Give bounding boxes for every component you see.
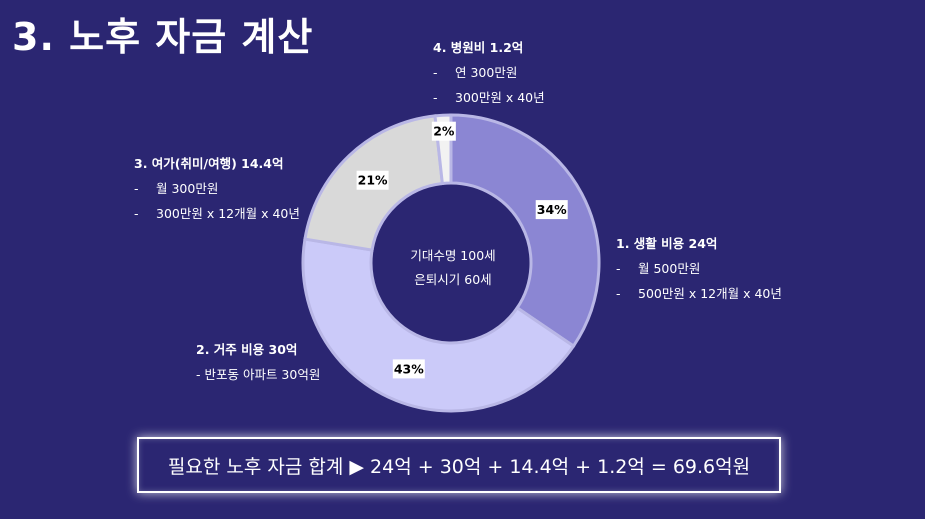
svg-text:21%: 21% xyxy=(358,173,388,188)
svg-text:34%: 34% xyxy=(537,202,567,217)
callout-housing-head: 2. 거주 비용 30억 xyxy=(196,342,298,357)
callout-living-item: -500만원 x 12개월 x 40년 xyxy=(616,286,782,301)
data-label-housing: 43% xyxy=(392,359,425,379)
callout-housing: 2. 거주 비용 30억 - 반포동 아파트 30억원 xyxy=(196,337,320,387)
donut-slice-housing xyxy=(301,237,576,413)
callout-medical-item: -연 300만원 xyxy=(433,65,518,80)
page-title: 3. 노후 자금 계산 xyxy=(12,15,314,59)
callout-living-head: 1. 생활 비용 24억 xyxy=(616,236,718,251)
callout-medical: 4. 병원비 1.2억 -연 300만원 -300만원 x 40년 xyxy=(433,35,545,110)
data-label-medical: 2% xyxy=(431,121,456,141)
callout-living: 1. 생활 비용 24억 -월 500만원 -500만원 x 12개월 x 40… xyxy=(616,231,782,306)
donut-center-text: 기대수명 100세 은퇴시기 60세 xyxy=(398,244,508,292)
center-life-expectancy: 기대수명 100세 xyxy=(410,248,496,263)
svg-text:43%: 43% xyxy=(394,361,424,376)
callout-living-item: -월 500만원 xyxy=(616,261,701,276)
callout-medical-item: -300만원 x 40년 xyxy=(433,90,545,105)
total-summary-text: 필요한 노후 자금 합계 ▶ 24억 + 30억 + 14.4억 + 1.2억 … xyxy=(167,455,751,478)
total-summary-box: 필요한 노후 자금 합계 ▶ 24억 + 30억 + 14.4억 + 1.2억 … xyxy=(137,437,781,493)
data-label-living: 34% xyxy=(535,200,568,220)
callout-housing-item: - 반포동 아파트 30억원 xyxy=(196,367,321,382)
callout-medical-head: 4. 병원비 1.2억 xyxy=(433,40,524,55)
center-retirement-age: 은퇴시기 60세 xyxy=(414,272,492,287)
data-label-leisure: 21% xyxy=(356,170,389,190)
donut-slice-living xyxy=(449,113,601,349)
callout-leisure-head: 3. 여가(취미/여행) 14.4억 xyxy=(134,156,284,171)
callout-leisure: 3. 여가(취미/여행) 14.4억 -월 300만원 -300만원 x 12개… xyxy=(134,151,300,226)
svg-text:2%: 2% xyxy=(433,124,455,139)
callout-leisure-item: -300만원 x 12개월 x 40년 xyxy=(134,206,300,221)
callout-leisure-item: -월 300만원 xyxy=(134,181,219,196)
